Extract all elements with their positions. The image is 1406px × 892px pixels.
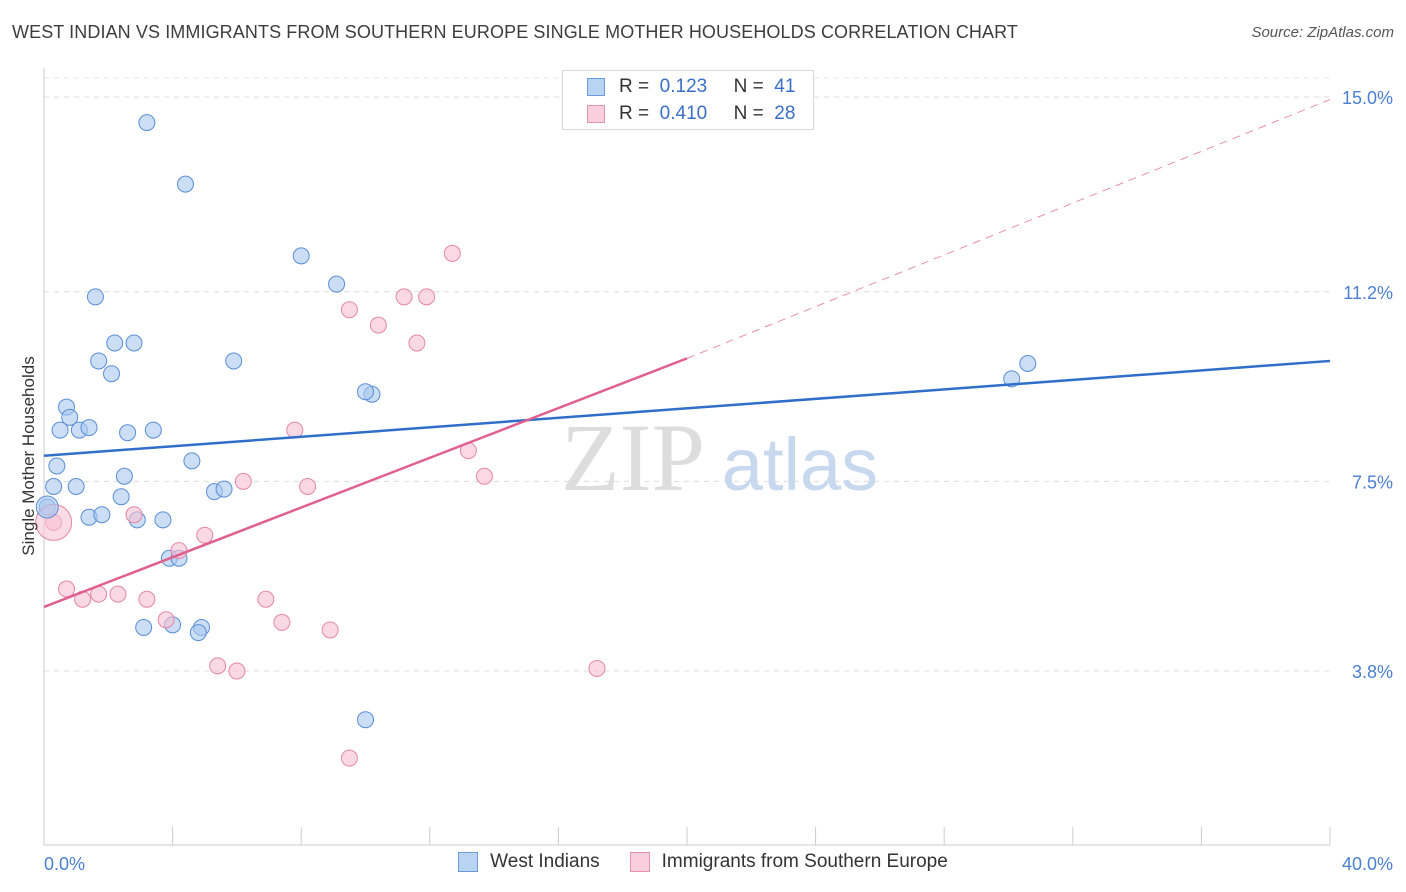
point-southern-europe xyxy=(299,478,317,495)
point-west-indian-large xyxy=(35,495,59,519)
point-southern-europe xyxy=(340,301,358,319)
point-southern-europe xyxy=(109,585,127,603)
point-west-indian xyxy=(106,334,124,352)
legend-swatch-blue xyxy=(458,852,479,872)
point-west-indian xyxy=(119,424,137,442)
y-tick-label: 11.2% xyxy=(1343,283,1393,303)
point-west-indian xyxy=(61,408,79,426)
legend-label: West Indians xyxy=(490,851,600,872)
point-west-indian xyxy=(112,488,130,506)
point-west-indian xyxy=(115,467,133,485)
point-southern-europe xyxy=(395,288,413,306)
legend-n-value: 41 xyxy=(774,76,796,97)
legend-n-label: N = xyxy=(733,103,764,124)
point-southern-europe xyxy=(58,580,76,598)
axes xyxy=(43,68,1331,846)
point-west-indian xyxy=(328,275,346,293)
point-west-indian xyxy=(189,624,207,642)
legend-row-west-indians: R = 0.123 N = 41 xyxy=(587,74,795,100)
trend-line-west-indians xyxy=(43,359,1331,457)
legend-swatch-pink xyxy=(629,852,650,872)
y-tick-label: 15.0% xyxy=(1342,88,1393,108)
point-southern-europe xyxy=(125,506,143,524)
point-west-indian xyxy=(135,618,153,636)
trend-line-southern-europe xyxy=(43,357,688,609)
chart-title: WEST INDIAN VS IMMIGRANTS FROM SOUTHERN … xyxy=(12,22,1019,42)
y-axis-label: Single Mother Households xyxy=(19,356,38,555)
legend-n-label: N = xyxy=(733,76,764,97)
series-legend: West Indians Immigrants from Southern Eu… xyxy=(0,851,1406,873)
legend-label: Immigrants from Southern Europe xyxy=(661,851,948,872)
point-west-indian xyxy=(103,365,121,383)
legend-r-label: R = xyxy=(619,103,650,124)
legend-swatch-pink xyxy=(587,105,605,123)
point-west-indian xyxy=(176,175,194,193)
legend-row-southern-europe: R = 0.410 N = 28 xyxy=(587,101,795,127)
point-west-indian xyxy=(93,506,111,524)
point-southern-europe xyxy=(418,288,436,306)
point-southern-europe xyxy=(340,749,358,767)
point-southern-europe xyxy=(475,467,493,485)
point-west-indian xyxy=(86,288,104,306)
point-southern-europe xyxy=(443,244,461,262)
point-west-indian xyxy=(138,114,156,132)
legend-item-southern-europe[interactable]: Immigrants from Southern Europe xyxy=(629,851,948,873)
point-southern-europe xyxy=(196,526,214,544)
point-southern-europe xyxy=(257,590,275,608)
data-points xyxy=(35,114,1037,767)
legend-r-value: 0.410 xyxy=(659,103,708,124)
y-tick-label: 3.8% xyxy=(1352,662,1393,682)
watermark-atlas: atlas xyxy=(722,423,878,506)
point-west-indian xyxy=(215,480,233,498)
point-west-indian xyxy=(1019,355,1037,372)
legend-item-west-indians[interactable]: West Indians xyxy=(458,851,600,873)
point-west-indian xyxy=(225,352,243,370)
point-west-indian xyxy=(357,711,374,729)
point-west-indian xyxy=(154,511,172,529)
legend-n-value: 28 xyxy=(774,103,796,124)
point-west-indian xyxy=(80,419,98,437)
point-southern-europe xyxy=(228,662,246,680)
point-southern-europe xyxy=(369,316,387,334)
x-tick-label: 40.0% xyxy=(1342,854,1393,874)
legend-swatch-blue xyxy=(587,78,605,96)
trend-line-southern-europe-extension xyxy=(686,99,1331,359)
legend-r-value: 0.123 xyxy=(659,76,708,97)
point-southern-europe xyxy=(209,657,227,675)
point-west-indian xyxy=(357,383,374,401)
point-west-indian xyxy=(51,421,69,439)
source-label: Source: ZipAtlas.com xyxy=(1251,24,1394,41)
point-southern-europe xyxy=(138,590,156,608)
y-tick-label: 7.5% xyxy=(1352,472,1393,492)
trend-lines xyxy=(43,99,1331,609)
point-west-indian xyxy=(67,478,85,495)
point-west-indian xyxy=(183,452,201,470)
point-southern-europe xyxy=(273,613,291,631)
stats-legend: R = 0.123 N = 41 R = 0.410 N = 28 xyxy=(562,70,814,130)
point-southern-europe xyxy=(588,659,606,677)
point-southern-europe xyxy=(234,472,252,490)
x-tick-label: 0.0% xyxy=(44,854,85,874)
point-southern-europe xyxy=(321,621,339,639)
watermark: ZIP atlas xyxy=(561,404,878,511)
point-west-indian xyxy=(125,334,143,352)
point-west-indian xyxy=(48,457,66,475)
point-southern-europe xyxy=(408,334,426,352)
point-west-indian xyxy=(90,352,108,370)
point-west-indian xyxy=(45,478,63,495)
point-southern-europe xyxy=(157,611,175,629)
legend-r-label: R = xyxy=(619,76,650,97)
point-west-indian xyxy=(292,247,310,265)
point-west-indian xyxy=(144,421,162,439)
tick-labels: 3.8% 7.5% 11.2% 15.0% 0.0% 40.0% xyxy=(44,88,1393,874)
watermark-zip: ZIP xyxy=(561,404,705,511)
